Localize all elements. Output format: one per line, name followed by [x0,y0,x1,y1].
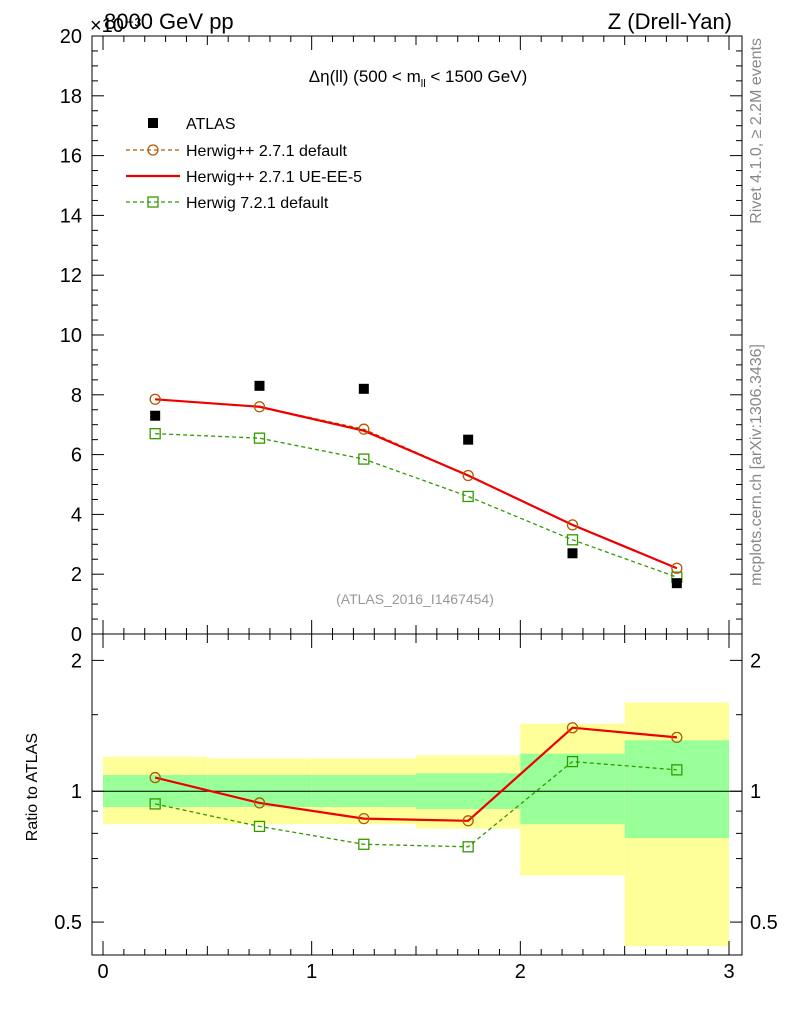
ratio-y-tick-label-right: 2 [750,650,761,672]
ratio-herwig7-default-point [462,841,474,853]
herwig7-default-point [253,432,266,444]
herwigpp-default-point [149,393,161,405]
ratio-herwig7-default-point [149,798,161,810]
ratio-stat-uncertainty-band [624,740,729,839]
ratio-herwig7-default-point [253,820,266,833]
ratio-y-axis: 0.5 0.5 1 1 2 2 [54,650,778,934]
herwig7-default-point [149,428,161,440]
plot-title-suffix: < 1500 GeV) [426,67,528,86]
ratio-herwig7-default-line [155,760,677,848]
ratio-herwig7-default-point [566,755,579,768]
legend-label-herwigpp-ueee5: Herwig++ 2.7.1 UE-EE-5 [186,169,362,186]
main-series-group [149,380,683,589]
ratio-series-group [149,722,683,853]
herwig7-default-line [155,433,678,578]
ratio-herwig7-default-point [358,838,370,850]
ratio-y-tick-label-left: 2 [71,650,82,672]
atlas-data-point [254,380,265,391]
herwigpp-default-line [155,398,678,569]
plot-title-subscript: ll [421,78,426,90]
ratio-stat-uncertainty-band [520,753,625,825]
main-x-axis [102,36,730,634]
main-y-tick-label: 10 [60,325,82,347]
herwigpp-default-point [358,423,370,435]
main-y-tick-label: 20 [60,26,82,48]
main-y-tick-label: 16 [60,146,82,168]
ratio-herwigpp-default-point [566,722,579,734]
main-y-tick-label: 8 [71,385,82,407]
main-y-axis: 0 2 4 6 8 10 12 14 16 18 20 [60,26,742,646]
atlas-data-point [358,383,369,394]
ratio-y-tick-label-right: 0.5 [750,912,778,934]
legend-marker-herwigpp-default [147,144,159,156]
herwig7-default-point [566,534,579,546]
ratio-herwig7-default-point [671,764,683,776]
herwig7-default-point [462,490,474,503]
atlas-data-point [150,410,161,421]
energy-label: 8000 GeV pp [104,9,234,34]
process-label: Z (Drell-Yan) [608,9,732,34]
analysis-label: (ATLAS_2016_I1467454) [336,591,494,607]
plot-title: Δη(ll) (500 < mll < 1500 GeV) [309,67,527,90]
herwigpp-default-point [253,401,266,413]
rivet-version-label: Rivet 4.1.0, ≥ 2.2M events [748,38,765,224]
herwigpp-default-point [671,562,683,574]
herwigpp-default-point [462,469,474,482]
main-y-tick-label: 18 [60,86,82,108]
herwigpp-default-point [566,519,579,531]
ratio-herwigpp-ueee5-line [154,726,677,822]
legend: ATLAS Herwig++ 2.7.1 default Herwig++ 2.… [126,116,362,212]
ratio-y-tick-label-left: 1 [71,781,82,803]
ratio-herwigpp-default-point [671,731,683,744]
ratio-herwigpp-default-point [358,812,370,825]
herwig7-default-point [358,453,370,465]
ratio-herwigpp-default-point [149,771,161,784]
legend-marker-atlas [148,118,158,128]
ratio-x-tick-label: 1 [306,961,317,983]
ratio-y-axis-label: Ratio to ATLAS [24,733,41,841]
main-y-tick-label: 12 [60,265,82,287]
main-y-tick-label: 14 [60,205,82,227]
ratio-y-tick-label-right: 1 [750,781,761,803]
ratio-herwigpp-default-point [462,815,474,827]
atlas-data-point [671,578,682,589]
herwigpp-ueee5-line [155,398,678,570]
legend-label-atlas: ATLAS [186,116,236,133]
plot-title-prefix: Δη(ll) (500 < m [309,67,421,86]
legend-label-herwigpp-default: Herwig++ 2.7.1 default [186,143,348,160]
main-y-tick-label: 6 [71,445,82,467]
ratio-x-tick-label: 2 [515,961,526,983]
atlas-data-point [463,434,474,445]
mcplots-label: mcplots.cern.ch [arXiv:1306.3436] [748,344,765,586]
main-y-tick-label: 2 [71,564,82,586]
main-y-tick-label: 0 [71,624,82,646]
ratio-plot-frame [91,633,743,956]
ratio-x-tick-label: 3 [723,961,734,983]
atlas-data-point [567,548,578,559]
ratio-x-tick-label: 0 [97,961,108,983]
legend-marker-herwig7-default [147,196,159,208]
ratio-bands [92,702,742,947]
ratio-y-tick-label-left: 0.5 [54,912,82,934]
exponent-label: ×10⁻³ [90,15,141,37]
legend-label-herwig7-default: Herwig 7.2.1 default [186,195,329,212]
ratio-x-axis: 0 1 2 3 [97,634,735,983]
main-y-tick-label: 4 [71,504,82,526]
main-plot: 0 2 4 6 8 10 12 14 16 18 20 Δη(ll) (500 < mll < 15… [60,26,743,646]
ratio-plot: 0.5 0.5 1 1 2 2 0 1 2 3 Ratio to ATLAS [24,633,778,983]
ratio-herwigpp-default-point [253,797,266,809]
